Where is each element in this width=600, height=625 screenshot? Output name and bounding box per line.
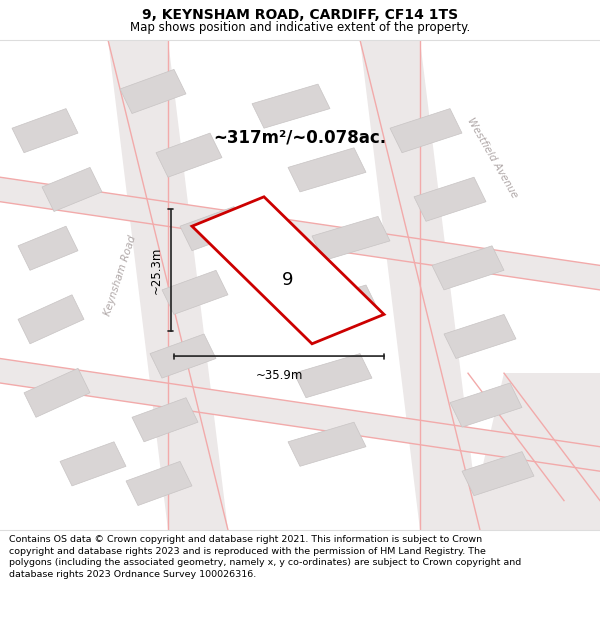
Text: 9, KEYNSHAM ROAD, CARDIFF, CF14 1TS: 9, KEYNSHAM ROAD, CARDIFF, CF14 1TS	[142, 8, 458, 22]
Text: Map shows position and indicative extent of the property.: Map shows position and indicative extent…	[130, 21, 470, 34]
Polygon shape	[180, 207, 246, 251]
Polygon shape	[444, 314, 516, 359]
Text: ~317m²/~0.078ac.: ~317m²/~0.078ac.	[214, 129, 386, 147]
Polygon shape	[300, 285, 378, 329]
Polygon shape	[462, 452, 534, 496]
Text: Keynsham Road: Keynsham Road	[102, 234, 138, 317]
Polygon shape	[312, 216, 390, 261]
Text: ~25.3m: ~25.3m	[149, 247, 163, 294]
Polygon shape	[360, 40, 480, 530]
Text: 9: 9	[282, 271, 294, 289]
Polygon shape	[162, 270, 228, 314]
Polygon shape	[0, 359, 600, 471]
Polygon shape	[0, 177, 600, 290]
Polygon shape	[294, 354, 372, 398]
Polygon shape	[432, 246, 504, 290]
Polygon shape	[252, 84, 330, 128]
Polygon shape	[42, 168, 102, 211]
Polygon shape	[156, 133, 222, 178]
Polygon shape	[150, 334, 216, 378]
Polygon shape	[120, 69, 186, 114]
Polygon shape	[288, 148, 366, 192]
Polygon shape	[468, 373, 600, 530]
Polygon shape	[288, 422, 366, 466]
Polygon shape	[24, 368, 90, 418]
Polygon shape	[414, 177, 486, 221]
Polygon shape	[132, 398, 198, 442]
Text: ~35.9m: ~35.9m	[256, 369, 302, 382]
Polygon shape	[390, 109, 462, 152]
Text: Contains OS data © Crown copyright and database right 2021. This information is : Contains OS data © Crown copyright and d…	[9, 535, 521, 579]
Polygon shape	[60, 442, 126, 486]
Polygon shape	[126, 461, 192, 506]
Polygon shape	[18, 295, 84, 344]
Polygon shape	[12, 109, 78, 152]
Polygon shape	[18, 226, 78, 270]
Text: Westfield Avenue: Westfield Avenue	[465, 116, 519, 199]
Polygon shape	[450, 383, 522, 427]
Polygon shape	[192, 197, 384, 344]
Polygon shape	[108, 40, 228, 530]
